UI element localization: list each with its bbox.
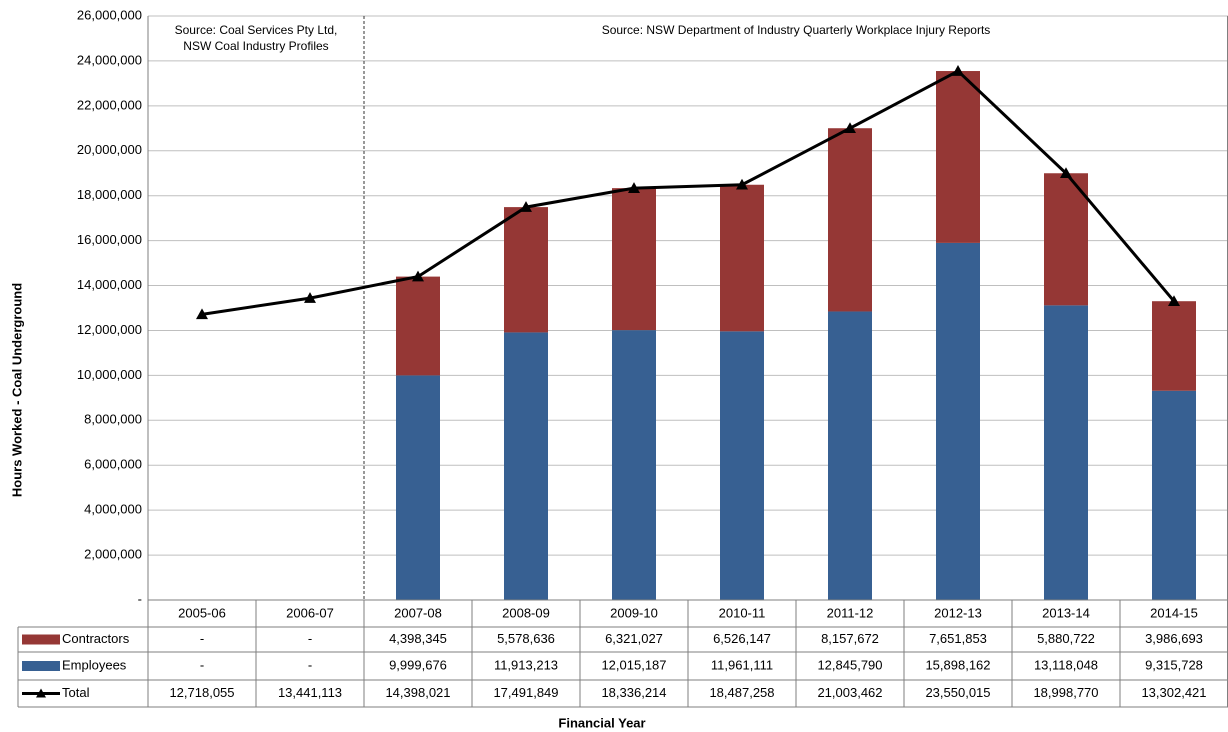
bar [828,311,872,600]
x-tick-label: 2012-13 [934,605,982,620]
total-marker [1168,295,1180,307]
y-tick-label: 26,000,000 [77,7,142,22]
table-value: 18,487,258 [709,685,774,700]
y-tick-label: 6,000,000 [84,457,142,472]
table-value: 5,880,722 [1037,631,1095,646]
bar [612,330,656,600]
x-tick-label: 2007-08 [394,605,442,620]
bar [1044,173,1088,306]
table-value: 15,898,162 [925,657,990,672]
table-value: 12,845,790 [817,657,882,672]
table-value: 13,118,048 [1034,657,1098,672]
table-value: 11,961,111 [711,657,773,672]
annotation: NSW Coal Industry Profiles [183,39,328,53]
table-value: - [200,657,204,672]
x-tick-label: 2014-15 [1150,605,1198,620]
table-value: 23,550,015 [925,685,990,700]
x-tick-label: 2013-14 [1042,605,1090,620]
legend-label: Employees [62,657,127,672]
total-marker [952,65,964,76]
bar [1152,390,1196,600]
bar [720,331,764,600]
total-marker [304,292,316,303]
total-marker [628,182,640,193]
table-value: 18,998,770 [1033,685,1098,700]
annotation: Source: NSW Department of Industry Quart… [602,23,991,37]
table-value: 9,315,728 [1145,657,1203,672]
bar [1152,301,1196,391]
x-tick-label: 2010-11 [719,605,766,620]
table-value: 11,913,213 [494,657,558,672]
total-line [201,69,1176,316]
x-axis-title: Financial Year [558,715,645,730]
legend-marker [36,688,46,698]
total-marker [844,122,856,134]
bar [396,375,440,600]
y-axis-title: Hours Worked - Coal Underground [9,283,24,497]
table-value: - [308,631,312,646]
y-tick-label: 10,000,000 [77,367,142,382]
total-marker [520,201,532,212]
table-value: 7,651,853 [929,631,987,646]
legend-label: Total [62,685,90,700]
bar [936,71,980,243]
total-marker [412,270,424,282]
table-value: 3,986,693 [1145,631,1203,646]
bar [1044,305,1088,600]
table-value: 5,578,636 [497,631,555,646]
y-tick-label: 2,000,000 [84,547,142,562]
table-value: 21,003,462 [817,685,882,700]
y-tick-label: 18,000,000 [77,187,142,202]
table-value: 9,999,676 [389,657,447,672]
bar [504,332,548,600]
x-tick-label: 2011-12 [827,605,874,620]
table-value: 13,441,113 [278,685,342,700]
y-tick-label: 24,000,000 [77,52,142,67]
legend-swatch [22,634,60,645]
y-tick-label: 12,000,000 [77,322,142,337]
total-marker [196,308,208,320]
table-value: 6,526,147 [713,631,771,646]
x-tick-label: 2009-10 [610,605,658,620]
legend-label: Contractors [62,631,130,646]
bar [504,207,548,333]
y-tick-label: 22,000,000 [77,97,142,112]
legend-swatch [22,661,60,671]
y-tick-label: 14,000,000 [77,277,142,292]
table-value: 8,157,672 [821,631,879,646]
table-value: 4,398,345 [389,631,447,646]
table-value: - [308,657,312,672]
bar [396,276,440,376]
table-value: 12,015,187 [601,657,666,672]
table-value: 12,718,055 [169,685,234,700]
x-tick-label: 2008-09 [502,605,550,620]
x-tick-label: 2006-07 [286,605,334,620]
table-value: 17,491,849 [493,685,558,700]
table-value: - [200,631,204,646]
y-tick-label: 8,000,000 [84,412,142,427]
y-tick-label: - [138,591,142,606]
y-tick-label: 4,000,000 [84,502,142,517]
table-value: 6,321,027 [605,631,663,646]
bar [828,128,872,312]
bar [936,242,980,600]
bar [612,188,656,331]
annotation: Source: Coal Services Pty Ltd, [175,23,338,37]
total-marker [1060,167,1072,179]
total-marker [736,178,748,190]
x-tick-label: 2005-06 [178,605,226,620]
table-value: 18,336,214 [601,685,666,700]
table-value: 14,398,021 [385,685,450,700]
y-tick-label: 20,000,000 [77,142,142,157]
y-tick-label: 16,000,000 [77,232,142,247]
bar [720,184,764,332]
table-value: 13,302,421 [1141,685,1206,700]
